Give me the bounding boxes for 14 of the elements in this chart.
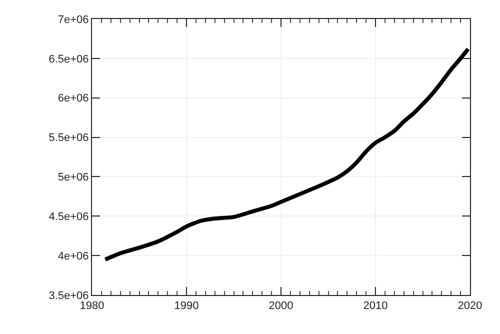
y-tick-label: 7e+06 [58,14,89,26]
y-tick-label: 6.5e+06 [48,53,89,66]
y-tick-label: 6e+06 [58,92,89,105]
y-tick-label: 3.5e+06 [48,290,89,302]
y-tick-label: 5.5e+06 [48,132,89,144]
x-tick-label: 1990 [174,300,199,312]
x-tick-label: 2000 [268,300,294,312]
y-tick-label: 4.5e+06 [48,210,89,223]
x-tick-label: 1980 [80,300,104,312]
y-tick-label: 4e+06 [58,250,89,262]
y-tick-label: 5e+06 [58,172,89,184]
line-series [103,46,470,262]
x-tick-label: 2020 [458,300,482,312]
x-tick-label: 2010 [363,300,388,312]
